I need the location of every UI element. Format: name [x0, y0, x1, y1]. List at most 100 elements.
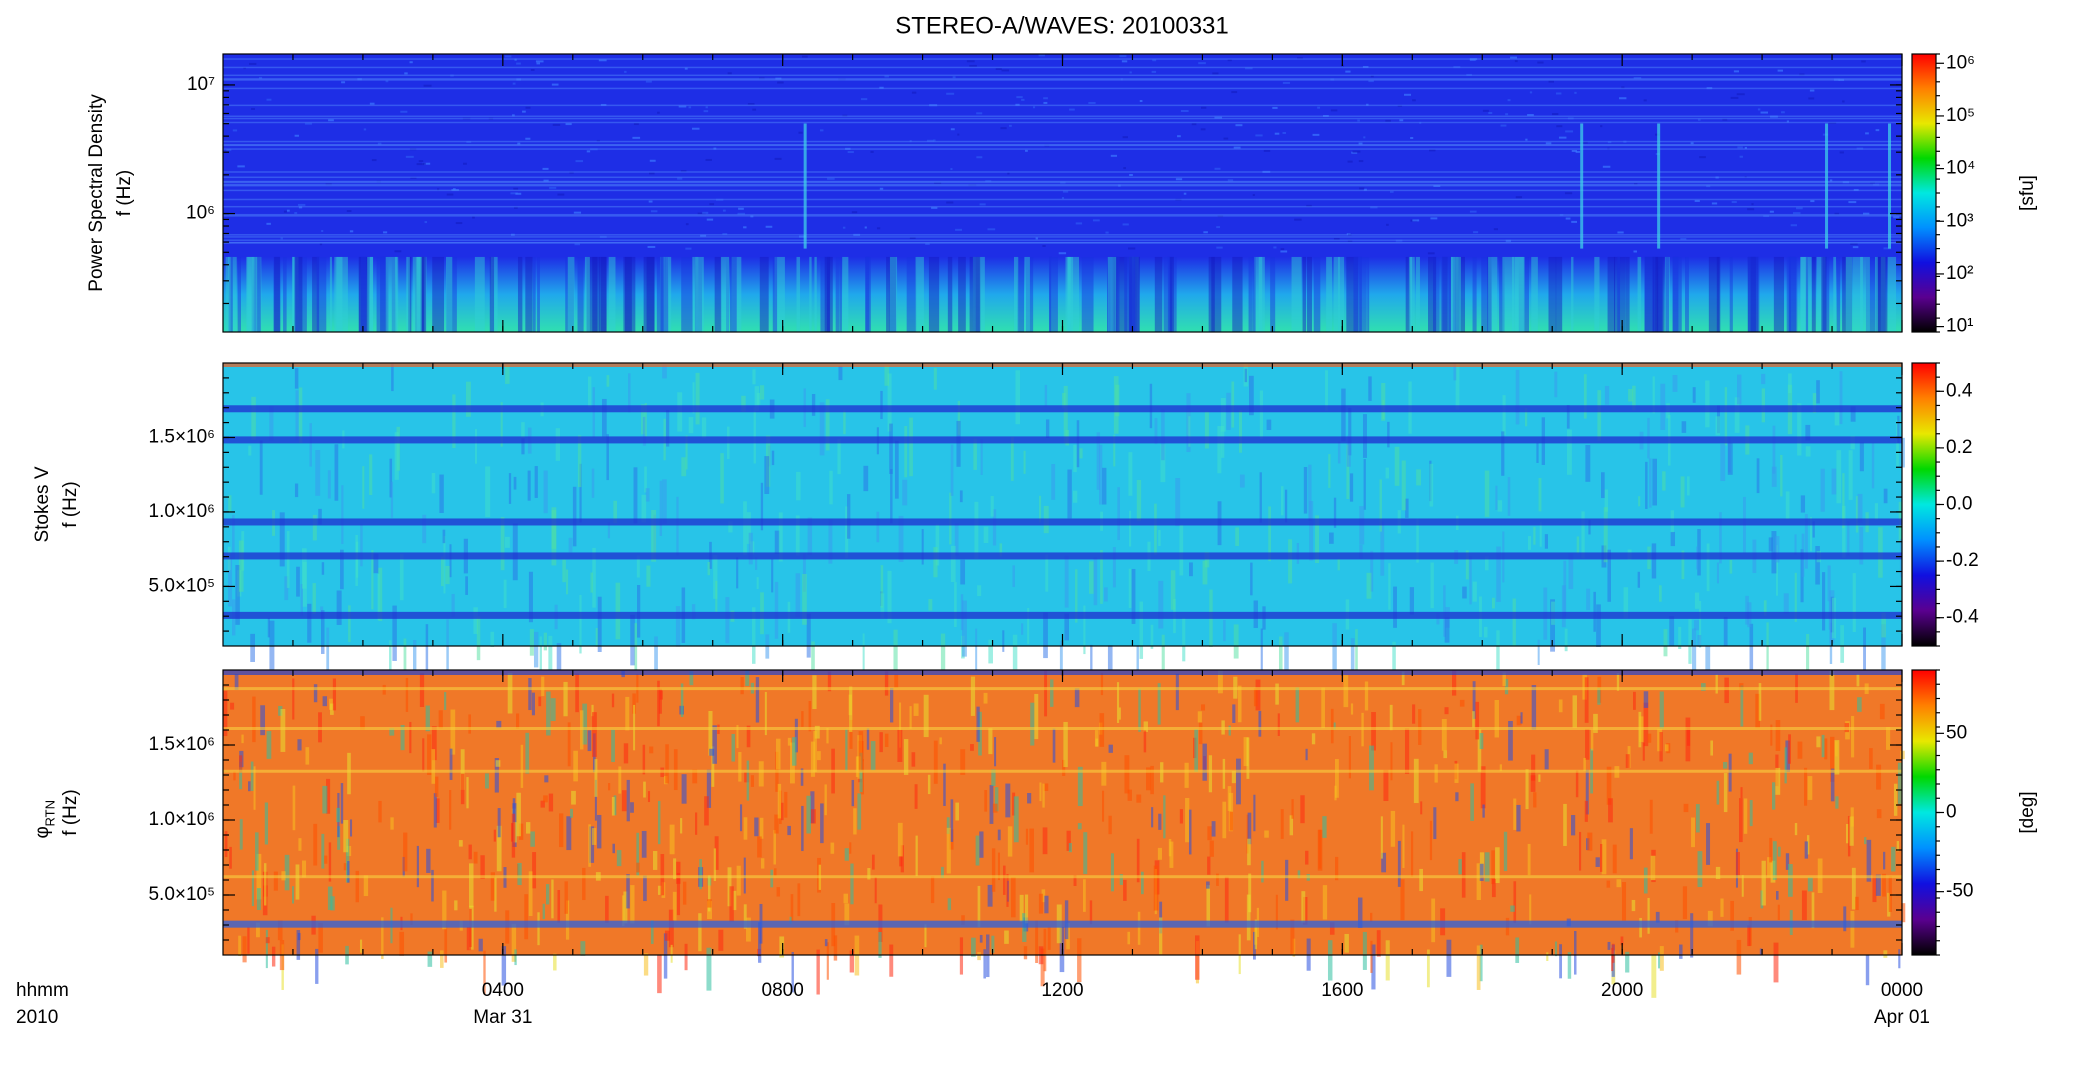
- spectrogram-streak: [1222, 758, 1226, 789]
- spectrogram-streak: [1081, 256, 1094, 332]
- spectrogram-speckle: [574, 243, 580, 246]
- spectrogram-streak: [1107, 256, 1112, 332]
- spectrogram-streak: [898, 515, 904, 562]
- spectrogram-speckle: [349, 230, 354, 233]
- spectrogram-streak: [900, 845, 904, 873]
- spectrogram-streak: [1663, 629, 1668, 657]
- spectrogram-streak: [845, 506, 849, 559]
- spectrogram-streak: [527, 470, 531, 501]
- spectrogram-streak: [1479, 733, 1484, 750]
- spectrogram-streak: [1632, 385, 1636, 411]
- spectrogram-streak: [564, 881, 568, 914]
- spectrogram-streak: [513, 476, 517, 490]
- spectrogram-streak: [943, 763, 946, 806]
- spectrogram-streak: [1719, 512, 1722, 564]
- spectrogram-streak: [427, 951, 433, 967]
- spectrogram-streak: [1769, 837, 1773, 863]
- spectrogram-streak: [1681, 550, 1685, 580]
- spectrogram-streak: [1800, 495, 1806, 513]
- spectrogram-speckle: [1809, 89, 1815, 92]
- spectrogram-streak: [973, 438, 977, 470]
- spectrogram-streak: [594, 759, 598, 797]
- spectrogram-streak: [615, 582, 621, 640]
- spectrogram-streak: [1816, 256, 1826, 332]
- spectrogram-streak: [636, 585, 641, 638]
- spectrogram-streak: [1628, 389, 1633, 402]
- spectrogram-streak: [389, 458, 393, 498]
- spectrogram-streak: [1872, 875, 1877, 903]
- spectrogram-streak: [1807, 776, 1813, 800]
- spectrogram-streak: [592, 712, 597, 757]
- spectrogram-speckle: [1861, 60, 1866, 63]
- spectrogram-streak: [1154, 503, 1157, 555]
- spectrogram-streak: [664, 930, 670, 941]
- spectrogram-streak: [1161, 409, 1165, 461]
- spectrogram-streak: [1851, 867, 1856, 910]
- spectrogram-streak: [1639, 917, 1642, 938]
- spectrogram-streak: [630, 885, 635, 924]
- spectrogram-streak: [528, 871, 533, 917]
- spectrogram-streak: [1416, 518, 1419, 563]
- spectrogram-streak: [1697, 529, 1701, 576]
- spectrogram-streak: [1741, 875, 1744, 897]
- spectrogram-streak: [1364, 681, 1369, 711]
- spectrogram-streak: [707, 899, 712, 908]
- spectrogram-speckle: [1699, 156, 1706, 159]
- spectrogram-streak: [1353, 256, 1362, 332]
- spectrogram-streak: [991, 848, 996, 892]
- y-tick-label: 1.5×10⁶: [149, 734, 215, 755]
- spectrogram-streak: [1253, 688, 1258, 707]
- spectrogram-streak: [403, 638, 407, 678]
- spectrogram-streak: [1281, 486, 1284, 516]
- spectrogram-streak: [1025, 828, 1029, 845]
- spectrogram-streak: [846, 494, 851, 539]
- spectrogram-streak: [796, 471, 801, 501]
- spectrogram-streak: [228, 495, 232, 512]
- spectrogram-streak: [516, 792, 521, 837]
- spectrogram-streak: [1585, 769, 1589, 815]
- spectrogram-streak: [1529, 894, 1532, 925]
- spectrogram-speckle: [743, 226, 747, 229]
- spectrogram-speckle: [1515, 196, 1522, 199]
- spectrogram-streak: [252, 256, 256, 332]
- spectrogram-speckle: [976, 112, 983, 115]
- spectrogram-streak: [1289, 815, 1294, 836]
- spectrogram-speckle: [1786, 120, 1789, 123]
- spectrogram-streak: [1652, 256, 1659, 332]
- spectrogram-speckle: [1223, 137, 1229, 140]
- spectrogram-speckle: [1552, 113, 1559, 116]
- spectrogram-streak: [752, 369, 756, 385]
- spectrogram-speckle: [700, 234, 707, 237]
- spectrogram-streak: [250, 633, 255, 662]
- spectrogram-speckle: [1412, 99, 1416, 102]
- spectrogram-speckle: [680, 170, 687, 173]
- spectrogram-streak: [1284, 489, 1288, 523]
- spectrogram-streak: [548, 635, 553, 679]
- spectrogram-streak: [1357, 897, 1363, 928]
- spectrogram-streak: [1749, 623, 1754, 684]
- spectrogram-streak: [1588, 519, 1591, 535]
- spectrogram-speckle: [1227, 179, 1234, 182]
- spectrogram-speckle: [1848, 201, 1857, 204]
- spectrogram-speckle: [536, 62, 540, 65]
- spectrogram-line: [223, 727, 1902, 730]
- spectrogram-streak: [1584, 677, 1589, 723]
- spectrogram-streak: [1371, 712, 1376, 751]
- spectrogram-streak: [1329, 532, 1334, 544]
- spectrogram-streak: [1211, 256, 1222, 332]
- spectrogram-streak: [431, 726, 437, 761]
- spectrogram-speckle: [1808, 97, 1815, 100]
- spectrogram-streak: [761, 858, 765, 869]
- spectrogram-streak: [566, 816, 572, 851]
- spectrogram-streak: [701, 417, 707, 439]
- spectrogram-streak: [899, 702, 902, 748]
- spectrogram-streak: [415, 256, 424, 332]
- spectrogram-streak: [970, 744, 974, 751]
- year-label: 2010: [16, 1007, 58, 1028]
- spectrogram-streak: [681, 774, 687, 804]
- spectrogram-streak: [381, 917, 384, 960]
- spectrogram-speckle: [995, 68, 1002, 71]
- spectrogram-streak: [1603, 507, 1608, 563]
- spectrogram-streak: [1830, 736, 1835, 782]
- spectrogram-speckle: [1529, 91, 1533, 94]
